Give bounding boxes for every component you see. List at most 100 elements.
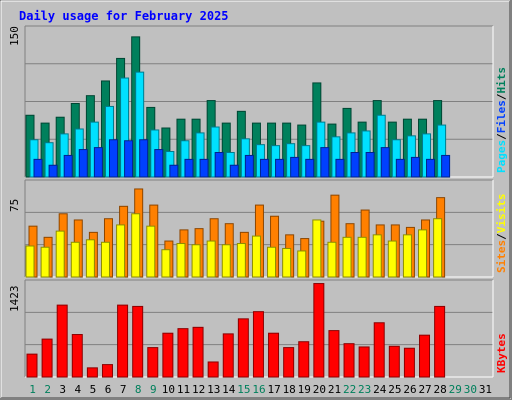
x-tick-label-day-22: 22 [343, 383, 356, 396]
bar-kbytes-day-8 [132, 305, 144, 378]
x-tick-label-day-2: 2 [44, 383, 51, 396]
x-tick-label-day-28: 28 [434, 383, 447, 396]
x-tick-label-day-30: 30 [464, 383, 477, 396]
bar-kbytes-day-1 [26, 353, 38, 378]
bar-sites-day-8 [131, 213, 141, 278]
x-tick-label-day-3: 3 [59, 383, 66, 396]
x-tick-label-day-13: 13 [207, 383, 220, 396]
x-tick-label-day-10: 10 [162, 383, 175, 396]
bar-pages-day-5 [93, 147, 103, 178]
bar-sites-day-6 [100, 241, 110, 278]
y-max-label: 1423 [8, 286, 21, 313]
bar-kbytes-day-13 [207, 361, 219, 378]
x-tick-label-day-24: 24 [373, 383, 387, 396]
x-tick-label-day-19: 19 [298, 383, 311, 396]
bar-sites-day-21 [327, 241, 337, 278]
x-tick-label-day-7: 7 [120, 383, 127, 396]
bar-sites-day-2 [40, 246, 50, 278]
bar-kbytes-day-18 [283, 347, 295, 378]
bar-sites-day-18 [282, 247, 292, 278]
bar-sites-day-20 [312, 219, 322, 278]
bar-kbytes-day-26 [403, 347, 415, 378]
bar-pages-day-8 [139, 139, 149, 178]
x-tick-label-day-17: 17 [267, 383, 280, 396]
bar-pages-day-24 [380, 147, 390, 178]
bar-kbytes-day-17 [268, 332, 280, 378]
bar-sites-day-5 [85, 239, 95, 278]
bar-pages-day-23 [365, 152, 375, 178]
panel-visits-panel: 75 Sites/Visits [8, 179, 508, 278]
series-sites [25, 213, 443, 278]
bar-pages-day-4 [78, 149, 88, 178]
bar-kbytes-day-27 [419, 334, 431, 378]
bar-kbytes-day-19 [298, 341, 310, 378]
side-legend-hits: Hits [495, 67, 508, 94]
bar-sites-day-17 [267, 246, 277, 278]
bar-kbytes-day-14 [222, 333, 234, 378]
bar-kbytes-day-12 [192, 326, 204, 378]
bar-kbytes-day-16 [252, 311, 264, 378]
bar-sites-day-25 [387, 240, 397, 278]
side-legend-separator: / [495, 93, 508, 100]
bar-sites-day-10 [161, 249, 171, 278]
bar-kbytes-day-9 [147, 347, 159, 378]
bar-pages-day-7 [124, 140, 134, 178]
bar-kbytes-day-24 [373, 322, 385, 378]
bar-sites-day-26 [402, 234, 412, 278]
bar-kbytes-day-28 [434, 305, 446, 378]
bar-kbytes-day-5 [86, 367, 98, 378]
bar-pages-day-3 [63, 154, 73, 178]
bar-sites-day-22 [342, 236, 352, 278]
bar-kbytes-day-23 [358, 346, 370, 378]
bar-sites-day-27 [418, 229, 428, 278]
x-tick-label-day-20: 20 [313, 383, 326, 396]
x-tick-label-day-23: 23 [358, 383, 371, 396]
bar-kbytes-day-11 [177, 328, 189, 378]
side-legend: Pages/Files/Hits [495, 67, 508, 173]
chart-title: Daily usage for February 2025 [19, 9, 229, 23]
bar-kbytes-day-3 [56, 304, 68, 378]
bar-pages-day-26 [410, 156, 420, 178]
x-tick-label-day-1: 1 [29, 383, 36, 396]
x-tick-label-day-14: 14 [222, 383, 236, 396]
x-tick-label-day-18: 18 [283, 383, 296, 396]
side-legend-separator: / [495, 233, 508, 240]
x-tick-label-day-25: 25 [388, 383, 401, 396]
x-tick-label-day-29: 29 [449, 383, 462, 396]
bar-pages-day-25 [395, 158, 405, 178]
side-legend-kbytes: KBytes [495, 333, 508, 373]
x-tick-label-day-31: 31 [479, 383, 492, 396]
bar-pages-day-19 [305, 158, 315, 178]
bar-pages-day-15 [244, 154, 254, 178]
bar-kbytes-day-4 [71, 334, 83, 378]
bar-kbytes-day-25 [388, 345, 400, 378]
panel-kbytes-panel: 1423 KBytes [8, 279, 508, 378]
side-legend-visits: Visits [495, 194, 508, 234]
bar-sites-day-13 [206, 240, 216, 278]
bar-sites-day-1 [25, 245, 35, 278]
bar-sites-day-19 [297, 250, 307, 278]
side-legend-sites: Sites [495, 240, 508, 273]
side-legend: Sites/Visits [495, 194, 508, 274]
x-tick-label-day-5: 5 [90, 383, 97, 396]
bar-sites-day-15 [236, 243, 246, 278]
x-tick-label-day-6: 6 [105, 383, 112, 396]
side-legend-text: Pages/Files/Hits [495, 67, 508, 173]
bar-pages-day-18 [290, 156, 300, 178]
bar-pages-day-22 [350, 152, 360, 178]
bar-pages-day-21 [335, 158, 345, 178]
bar-pages-day-14 [229, 164, 239, 178]
x-axis-day-labels: 1 2 3 4 5 6 7 8 9 10 11 12 13 14 15 16 17 18 19 20 21 22 23 24 2… [29, 383, 492, 396]
side-legend-files: Files [495, 100, 508, 133]
bar-kbytes-day-10 [162, 332, 174, 378]
bar-pages-day-2 [48, 164, 58, 178]
x-tick-label-day-26: 26 [403, 383, 416, 396]
x-tick-label-day-8: 8 [135, 383, 142, 396]
bar-sites-day-28 [433, 218, 443, 278]
x-tick-label-day-9: 9 [150, 383, 157, 396]
bar-pages-day-10 [169, 164, 179, 178]
bar-pages-day-1 [33, 158, 43, 178]
x-tick-label-day-16: 16 [252, 383, 265, 396]
